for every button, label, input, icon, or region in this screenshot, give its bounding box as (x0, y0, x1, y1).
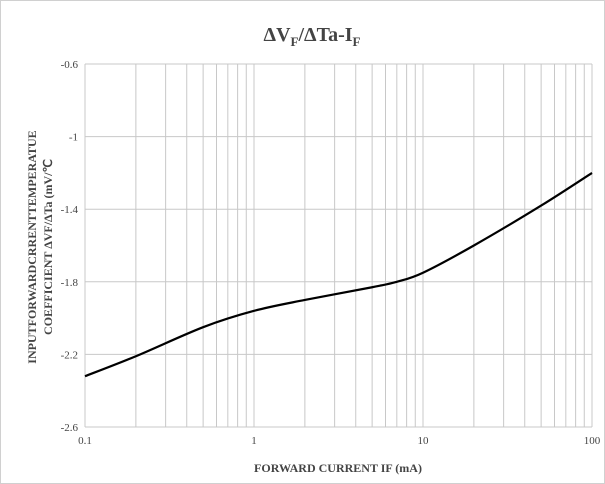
x-tick-label: 0.1 (78, 435, 92, 447)
gridlines (84, 63, 593, 428)
y-tick-label: -1.4 (61, 204, 79, 216)
y-tick-label: -1 (69, 132, 78, 144)
plot-area (84, 171, 593, 378)
chart-title: ΔVF/ΔTa-IF (264, 24, 361, 49)
y-axis-label-line1: INPUTFORWARDCRRENTTEMPERATUE (25, 130, 39, 363)
y-tick-label: -0.6 (61, 59, 79, 71)
series-line (84, 171, 593, 378)
y-tick-label: -2.2 (61, 349, 78, 361)
x-axis-label: FORWARD CURRENT IF (mA) (254, 461, 422, 475)
x-tick-label: 1 (251, 435, 257, 447)
x-tick-label: 10 (418, 435, 430, 447)
tick-labels: -2.6 -2.2 -1.8 -1.4 -1 -0.6 0.1 1 10 100 (61, 59, 601, 447)
y-tick-label: -1.8 (61, 277, 79, 289)
x-tick-label: 100 (584, 435, 601, 447)
y-tick-label: -2.6 (61, 422, 79, 434)
y-axis-label-line2: COEFFICIENT ΔVF/ΔTa (mV/℃ (41, 159, 55, 335)
